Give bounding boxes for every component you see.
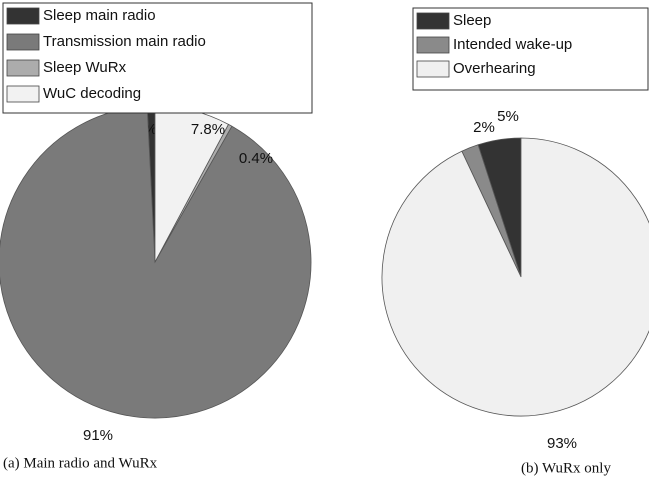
data-label: 91% bbox=[83, 427, 113, 444]
caption: (a) Main radio and WuRx bbox=[3, 455, 158, 471]
data-label: 93% bbox=[547, 435, 577, 452]
legend-swatch bbox=[6, 85, 40, 103]
legend-label: Intended wake-up bbox=[453, 36, 572, 53]
legend-label: WuC decoding bbox=[43, 85, 141, 102]
legend-label: Sleep WuRx bbox=[43, 59, 127, 76]
data-label: 7.8% bbox=[191, 121, 225, 138]
data-label: 0.4% bbox=[239, 150, 273, 167]
legend-swatch bbox=[6, 7, 40, 25]
legend-swatch bbox=[416, 36, 450, 54]
legend-swatch bbox=[416, 12, 450, 30]
legend-label: Overhearing bbox=[453, 60, 536, 77]
caption: (b) WuRx only bbox=[521, 460, 611, 476]
legend-swatch bbox=[416, 60, 450, 78]
pie-slice bbox=[381, 137, 649, 417]
legend-label: Sleep bbox=[453, 12, 491, 29]
legend-swatch bbox=[6, 59, 40, 77]
pie-slice bbox=[0, 105, 312, 419]
legend-box bbox=[2, 2, 313, 114]
data-label: 2% bbox=[473, 119, 495, 136]
data-label: 5% bbox=[497, 108, 519, 125]
legend-label: Sleep main radio bbox=[43, 7, 156, 24]
legend-swatch bbox=[6, 33, 40, 51]
legend-label: Transmission main radio bbox=[43, 33, 206, 50]
legend-box bbox=[412, 7, 649, 91]
